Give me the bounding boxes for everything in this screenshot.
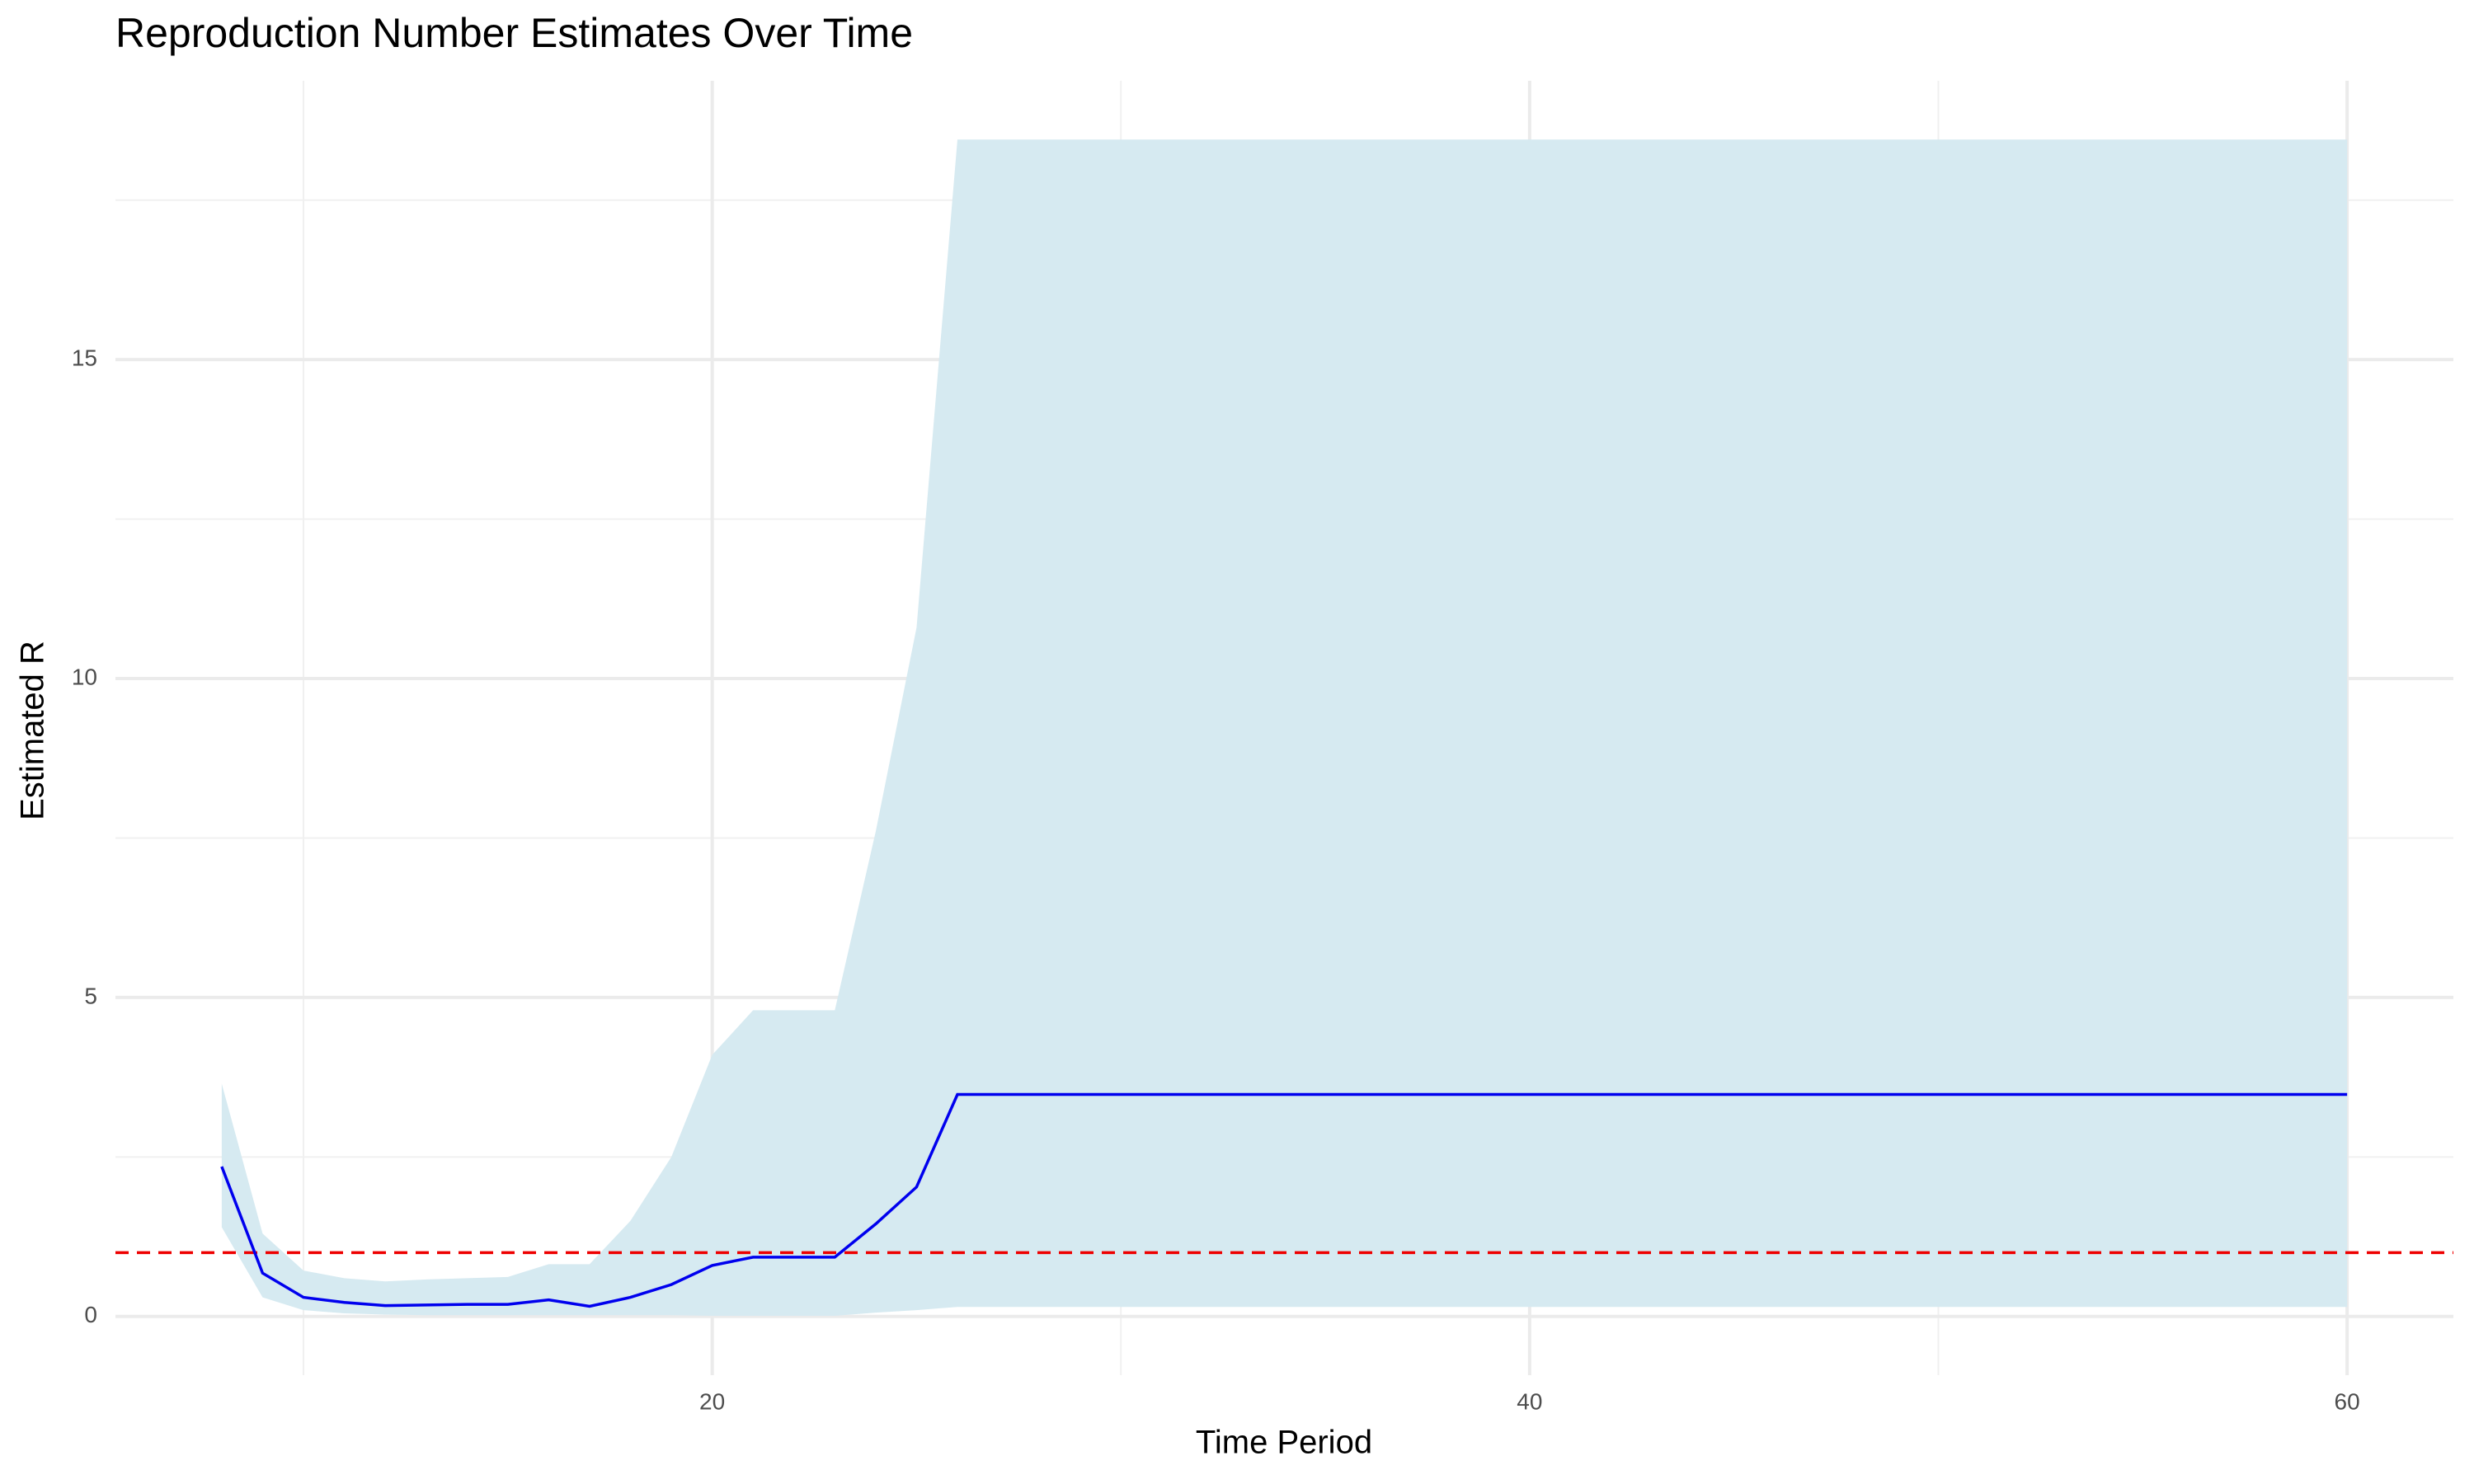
y-tick-label: 0 bbox=[84, 1302, 97, 1327]
y-tick-label: 5 bbox=[84, 983, 97, 1008]
x-tick-label: 60 bbox=[2335, 1388, 2360, 1414]
y-tick-label: 10 bbox=[72, 664, 97, 689]
x-tick-label: 20 bbox=[699, 1388, 725, 1414]
y-tick-label: 15 bbox=[72, 345, 97, 371]
confidence-band bbox=[221, 139, 2348, 1317]
x-axis-title: Time Period bbox=[1196, 1425, 1372, 1461]
y-axis-title: Estimated R bbox=[15, 641, 51, 820]
chart-title: Reproduction Number Estimates Over Time bbox=[115, 10, 913, 56]
x-tick-label: 40 bbox=[1517, 1388, 1542, 1414]
estimate-line bbox=[220, 1092, 2348, 1308]
